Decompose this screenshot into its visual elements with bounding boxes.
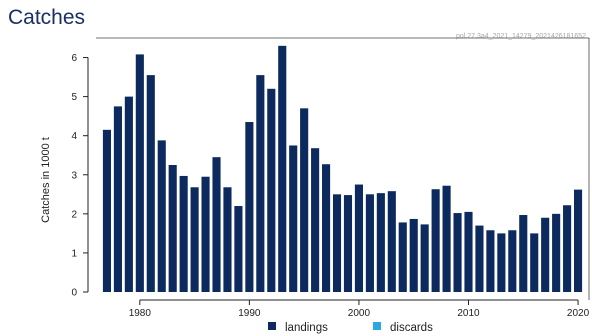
bar-landings-2012 — [486, 230, 495, 292]
x-axis: 1980 1990 2000 2010 2020 — [129, 299, 590, 319]
bar-landings-1986 — [201, 176, 210, 292]
x-tick-label-1980: 1980 — [129, 308, 152, 319]
legend-label-landings: landings — [285, 322, 328, 334]
bar-landings-2005 — [409, 218, 418, 292]
bar-landings-2009 — [453, 213, 462, 292]
chart-title: Catches — [8, 6, 86, 29]
bar-landings-1998 — [332, 194, 342, 292]
bar-landings-1982 — [157, 140, 166, 292]
x-tick-label-2020: 2020 — [567, 308, 590, 319]
bar-landings-1988 — [223, 187, 232, 292]
bar-landings-2015 — [519, 215, 528, 292]
bar-landings-2017 — [541, 217, 550, 292]
bar-landings-1979 — [124, 96, 133, 293]
y-axis-title: Catches in 1000 t — [40, 137, 52, 223]
bar-landings-2010 — [464, 211, 473, 292]
bar-landings-1985 — [190, 187, 199, 292]
bar-landings-1981 — [146, 75, 155, 293]
bar-landings-1999 — [343, 195, 353, 292]
bar-landings-2007 — [431, 189, 440, 292]
bar-landings-1987 — [212, 157, 221, 292]
legend-swatch-discards — [373, 322, 381, 330]
bar-landings-2020 — [573, 189, 583, 292]
plot-frame — [96, 37, 590, 300]
x-tick-label-1990: 1990 — [238, 308, 261, 319]
bar-landings-1997 — [322, 164, 331, 292]
y-tick-label-3: 3 — [71, 170, 77, 181]
y-tick-label-1: 1 — [71, 248, 77, 259]
bar-landings-1993 — [278, 45, 287, 292]
bar-landings-2002 — [376, 193, 385, 292]
bars-group — [102, 45, 583, 293]
bar-landings-2019 — [563, 205, 572, 292]
bar-landings-2011 — [475, 225, 484, 292]
bar-landings-2008 — [442, 185, 451, 292]
bar-landings-1977 — [102, 129, 112, 292]
bar-landings-2013 — [497, 233, 506, 292]
legend-label-discards: discards — [390, 322, 433, 334]
bar-landings-1984 — [179, 175, 188, 292]
bar-landings-2018 — [552, 213, 561, 292]
bar-landings-2000 — [354, 184, 363, 292]
bar-landings-1983 — [168, 165, 177, 292]
y-tick-label-6: 6 — [71, 53, 77, 64]
y-tick-label-5: 5 — [71, 92, 77, 103]
bar-landings-2001 — [365, 194, 374, 292]
bar-landings-1991 — [256, 75, 265, 293]
legend: landings discards — [268, 322, 433, 334]
y-tick-label-4: 4 — [71, 131, 77, 142]
bar-landings-1990 — [245, 122, 254, 293]
bar-landings-1978 — [113, 106, 122, 292]
y-tick-label-0: 0 — [71, 288, 77, 299]
bar-landings-1996 — [311, 148, 320, 292]
x-tick-label-2010: 2010 — [457, 308, 480, 319]
x-tick-label-2000: 2000 — [348, 308, 371, 319]
bar-landings-2004 — [398, 222, 407, 292]
legend-swatch-landings — [268, 322, 276, 330]
bar-landings-1992 — [267, 88, 276, 292]
bar-landings-2003 — [387, 191, 396, 292]
bar-landings-1994 — [289, 145, 298, 292]
bar-landings-2016 — [530, 233, 539, 292]
y-axis: 0 1 2 3 4 5 6 — [71, 53, 89, 299]
bar-landings-2014 — [508, 230, 517, 292]
figure-id-stamp: pol.27.3a4_2021_14279_2021426181652 — [455, 33, 586, 40]
y-tick-label-2: 2 — [71, 209, 77, 220]
bar-landings-2006 — [420, 224, 429, 292]
bar-landings-1995 — [300, 108, 309, 292]
bar-landings-1989 — [234, 206, 243, 292]
bar-landings-1980 — [135, 54, 144, 292]
